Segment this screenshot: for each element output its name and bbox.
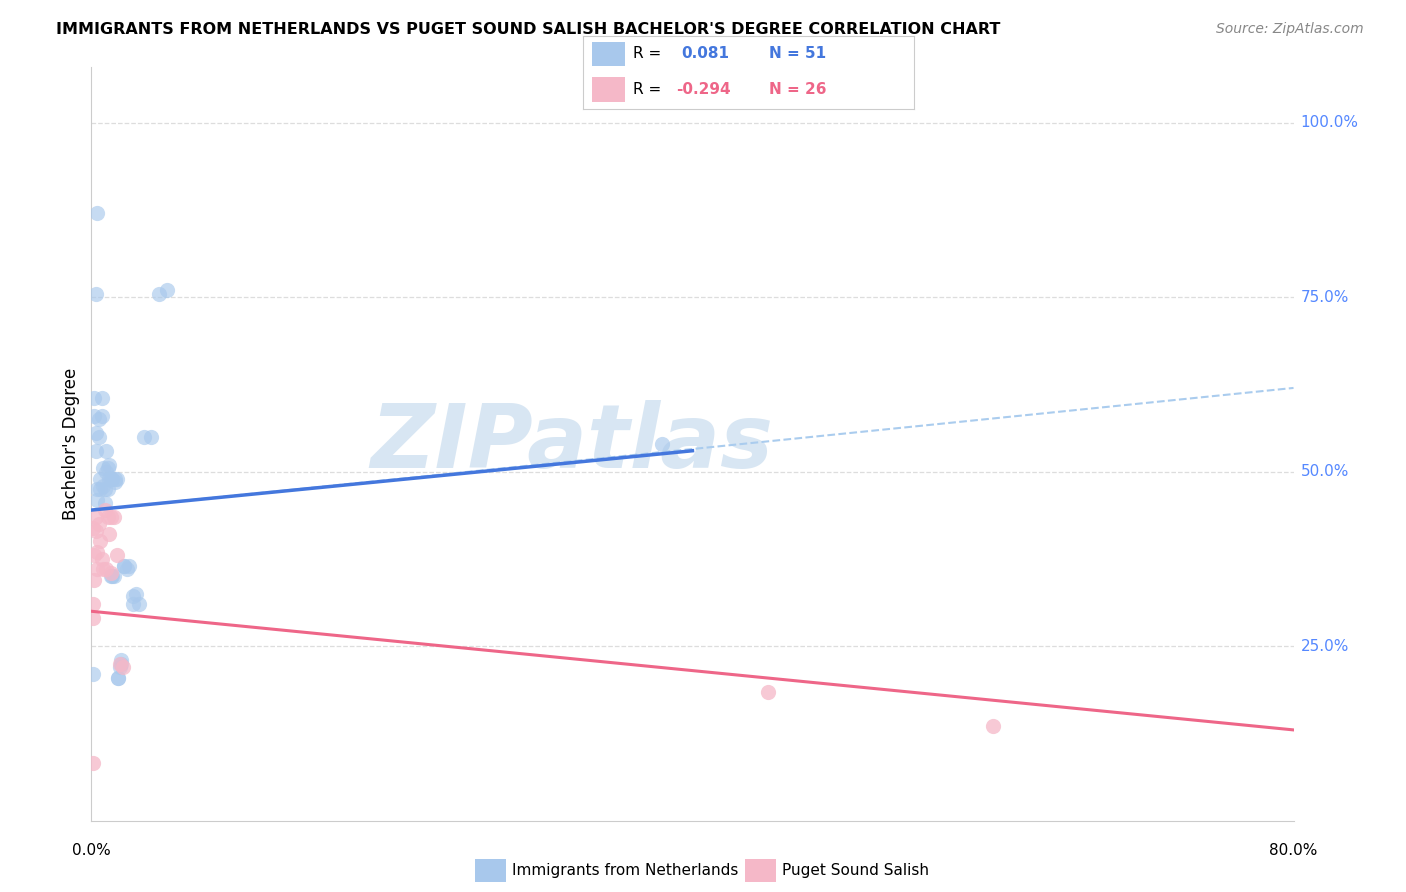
Point [87, 430, 110, 444]
Bar [592, 77, 624, 102]
Point [981, 719, 1004, 733]
Point [141, 430, 163, 444]
Point [100, 569, 122, 583]
Text: Immigrants from Netherlands: Immigrants from Netherlands [512, 863, 738, 878]
Point [94, 496, 117, 510]
Point [90, 552, 112, 566]
Point [100, 566, 122, 580]
Point [86, 492, 108, 507]
Point [86, 482, 108, 496]
Point [93, 562, 115, 576]
Y-axis label: Bachelor's Degree: Bachelor's Degree [62, 368, 80, 520]
Point [98, 458, 121, 472]
Point [105, 472, 128, 486]
Point [125, 587, 148, 601]
Point [90, 392, 112, 406]
Point [83, 573, 105, 587]
Point [83, 409, 105, 423]
Point [82, 756, 104, 771]
Point [101, 472, 124, 486]
Point [107, 671, 129, 685]
Point [107, 671, 129, 685]
Point [84, 286, 107, 301]
Point [84, 426, 107, 441]
Point [114, 558, 136, 573]
Text: R =: R = [633, 81, 661, 96]
Point [93, 478, 115, 492]
Point [83, 549, 105, 563]
Point [108, 660, 131, 674]
Point [89, 482, 111, 496]
Text: Puget Sound Salish: Puget Sound Salish [782, 863, 929, 878]
Point [97, 482, 120, 496]
Point [111, 660, 134, 674]
Text: N = 51: N = 51 [769, 46, 825, 62]
Point [128, 597, 150, 611]
Point [104, 475, 127, 490]
Point [114, 558, 136, 573]
Point [105, 549, 128, 563]
Point [87, 516, 110, 531]
Point [117, 562, 139, 576]
Text: N = 26: N = 26 [769, 81, 825, 96]
Text: 80.0%: 80.0% [1270, 843, 1317, 858]
Text: -0.294: -0.294 [676, 81, 731, 96]
Point [148, 286, 170, 301]
Text: 25.0%: 25.0% [1301, 639, 1348, 654]
Point [93, 461, 115, 475]
Point [86, 206, 108, 220]
Point [110, 653, 132, 667]
Point [84, 510, 107, 524]
Point [82, 667, 104, 681]
Text: Source: ZipAtlas.com: Source: ZipAtlas.com [1216, 22, 1364, 37]
Point [97, 461, 120, 475]
Bar [475, 859, 506, 882]
Point [89, 534, 111, 549]
Point [756, 684, 779, 698]
Bar [745, 859, 776, 882]
Point [103, 569, 125, 583]
Point [84, 443, 107, 458]
Point [122, 589, 145, 603]
Point [132, 430, 155, 444]
Point [82, 520, 104, 534]
Point [118, 558, 141, 573]
Point [90, 409, 112, 423]
Point [87, 412, 110, 426]
Point [86, 562, 108, 576]
Point [98, 527, 121, 541]
Point [94, 482, 117, 496]
Point [101, 569, 124, 583]
Point [98, 472, 121, 486]
Point [96, 562, 118, 576]
Point [82, 597, 104, 611]
Text: R =: R = [633, 46, 661, 62]
Point [122, 597, 145, 611]
Point [103, 510, 125, 524]
Point [110, 657, 132, 671]
Point [89, 472, 111, 486]
Point [651, 437, 673, 451]
Point [82, 611, 104, 625]
Point [84, 524, 107, 538]
Text: 100.0%: 100.0% [1301, 115, 1358, 130]
Point [104, 472, 127, 486]
Point [100, 510, 122, 524]
Text: 50.0%: 50.0% [1301, 464, 1348, 479]
Bar [592, 42, 624, 66]
Point [97, 510, 120, 524]
Point [108, 657, 131, 671]
Text: IMMIGRANTS FROM NETHERLANDS VS PUGET SOUND SALISH BACHELOR'S DEGREE CORRELATION : IMMIGRANTS FROM NETHERLANDS VS PUGET SOU… [56, 22, 1001, 37]
Point [86, 545, 108, 559]
Point [96, 465, 118, 479]
Point [96, 443, 118, 458]
Point [155, 283, 177, 297]
Text: 0.0%: 0.0% [72, 843, 111, 858]
Point [83, 392, 105, 406]
Text: 75.0%: 75.0% [1301, 290, 1348, 305]
Point [94, 503, 117, 517]
Text: 0.081: 0.081 [681, 46, 728, 62]
Text: ZIPatlas: ZIPatlas [371, 401, 773, 487]
Point [100, 472, 122, 486]
